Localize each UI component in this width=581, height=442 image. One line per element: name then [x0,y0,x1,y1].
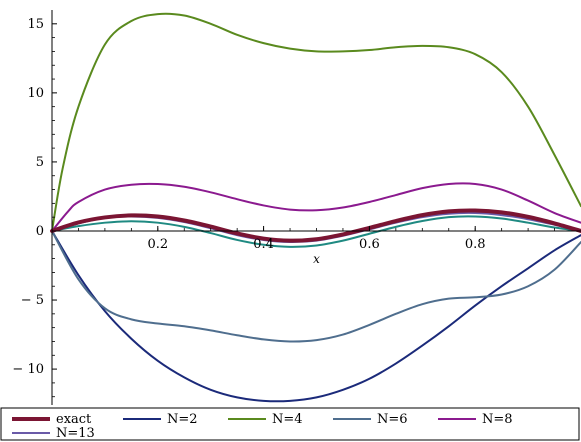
series-line-exact [50,208,581,243]
axes-layer: 0.2 0.4 0.6 0.8 − 10 − 5 0 5 10 15 x [12,10,581,405]
legend: exact N=2 N=4 N=6 N=8 N=13 [0,407,580,441]
legend-label-exact: exact [56,412,92,427]
legend-label-n-8: N=8 [482,412,513,427]
series-line-n-6 [51,229,581,343]
y-tick-label: − 10 [12,362,44,377]
legend-label-n-4: N=4 [272,412,303,427]
legend-label-n-6: N=6 [377,412,408,427]
series-line-n-4 [51,12,581,232]
series-line-n-8 [51,182,581,232]
x-ticks: 0.2 0.4 0.6 0.8 [78,225,555,252]
legend-label-n-2: N=2 [167,412,198,427]
y-tick-label: 10 [27,86,44,101]
x-tick-label: 0.2 [147,237,168,252]
x-tick-label: 0.6 [359,237,380,252]
series-layer [50,12,581,403]
y-tick-label: 0 [36,224,44,239]
series-line-n-10 [51,215,581,248]
legend-box [0,407,580,441]
y-tick-label: 5 [36,155,44,170]
x-tick-label: 0.8 [465,237,486,252]
legend-label-n-13: N=13 [56,426,95,441]
y-tick-label: − 5 [21,293,44,308]
y-tick-label: 15 [27,17,44,32]
x-tick-label: 0.4 [253,237,274,252]
series-line-n-2 [51,229,581,403]
x-axis-title: x [313,252,320,266]
y-ticks: − 10 − 5 0 5 10 15 [12,17,57,398]
